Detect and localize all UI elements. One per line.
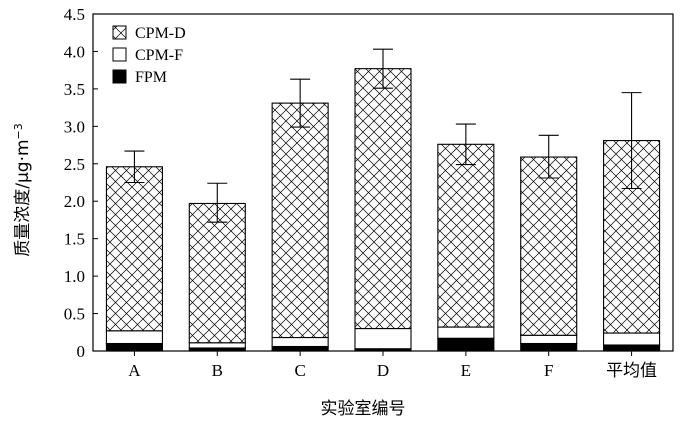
- x-tick-label-1: B: [212, 361, 223, 380]
- x-tick-label-3: D: [377, 361, 389, 380]
- bar-segment-cpm-d-0: [105, 166, 163, 332]
- plot-area: A B C D E F 平均值 0 0.5 1.0 1.5 2.0 2.5 3.0 3.5 4.0 4.5 CPM…: [64, 5, 674, 380]
- y-tick-label-4: 2.0: [64, 192, 85, 211]
- bar-segment-fpm-4: [437, 337, 495, 352]
- y-tick-label-7: 3.5: [64, 80, 85, 99]
- x-axis-title: 实验室编号: [321, 399, 406, 419]
- y-tick-label-8: 4.0: [64, 42, 85, 61]
- bar-segment-fpm-0: [105, 342, 163, 352]
- legend-label-fpm: FPM: [135, 69, 167, 86]
- x-tick-label-4: E: [461, 361, 471, 380]
- bar-segment-cpm-f-4: [437, 326, 495, 339]
- bar-segment-cpm-f-6: [603, 332, 661, 346]
- bar-segment-cpm-d-2: [271, 102, 329, 339]
- bar-segment-cpm-f-2: [271, 336, 329, 348]
- legend-swatch-cpm-f: [112, 47, 127, 62]
- x-tick-label-5: F: [544, 361, 553, 380]
- legend-swatch-cpm-d: [112, 25, 127, 40]
- legend-label-cpm-f: CPM-F: [135, 47, 183, 64]
- x-tick-label-0: A: [128, 361, 141, 380]
- y-tick-label-6: 3.0: [64, 117, 85, 136]
- legend-swatch-fpm: [112, 69, 127, 84]
- bar-segment-fpm-2: [271, 345, 329, 352]
- bar-segment-fpm-5: [520, 342, 578, 352]
- bar-segment-cpm-f-3: [354, 327, 412, 350]
- x-tick-label-2: C: [294, 361, 305, 380]
- bar-segment-cpm-f-5: [520, 334, 578, 345]
- bar-segment-cpm-d-1: [188, 202, 246, 344]
- y-tick-label-1: 0.5: [64, 305, 85, 324]
- plot-frame: [92, 13, 674, 352]
- bar-segment-cpm-d-4: [437, 143, 495, 328]
- legend: CPM-D CPM-F FPM: [112, 25, 186, 86]
- bar-segment-cpm-f-1: [188, 342, 246, 349]
- y-axis-title-sup: −3: [12, 123, 25, 139]
- y-tick-label-5: 2.5: [64, 155, 85, 174]
- x-tick-label-6: 平均值: [606, 361, 657, 380]
- y-tick-label-2: 1.0: [64, 267, 85, 286]
- y-tick-label-9: 4.5: [64, 5, 85, 24]
- y-axis-title-main: 质量浓度/μg·m: [13, 139, 33, 256]
- y-tick-label-3: 1.5: [64, 230, 85, 249]
- y-axis-title: 质量浓度/μg·m−3: [12, 123, 33, 257]
- bar-segment-fpm-6: [603, 344, 661, 352]
- bar-segment-cpm-f-0: [105, 330, 163, 345]
- bar-segment-cpm-d-3: [354, 68, 412, 330]
- y-tick-label-0: 0: [77, 342, 86, 361]
- bar-segment-cpm-d-5: [520, 156, 578, 336]
- legend-label-cpm-d: CPM-D: [135, 25, 186, 42]
